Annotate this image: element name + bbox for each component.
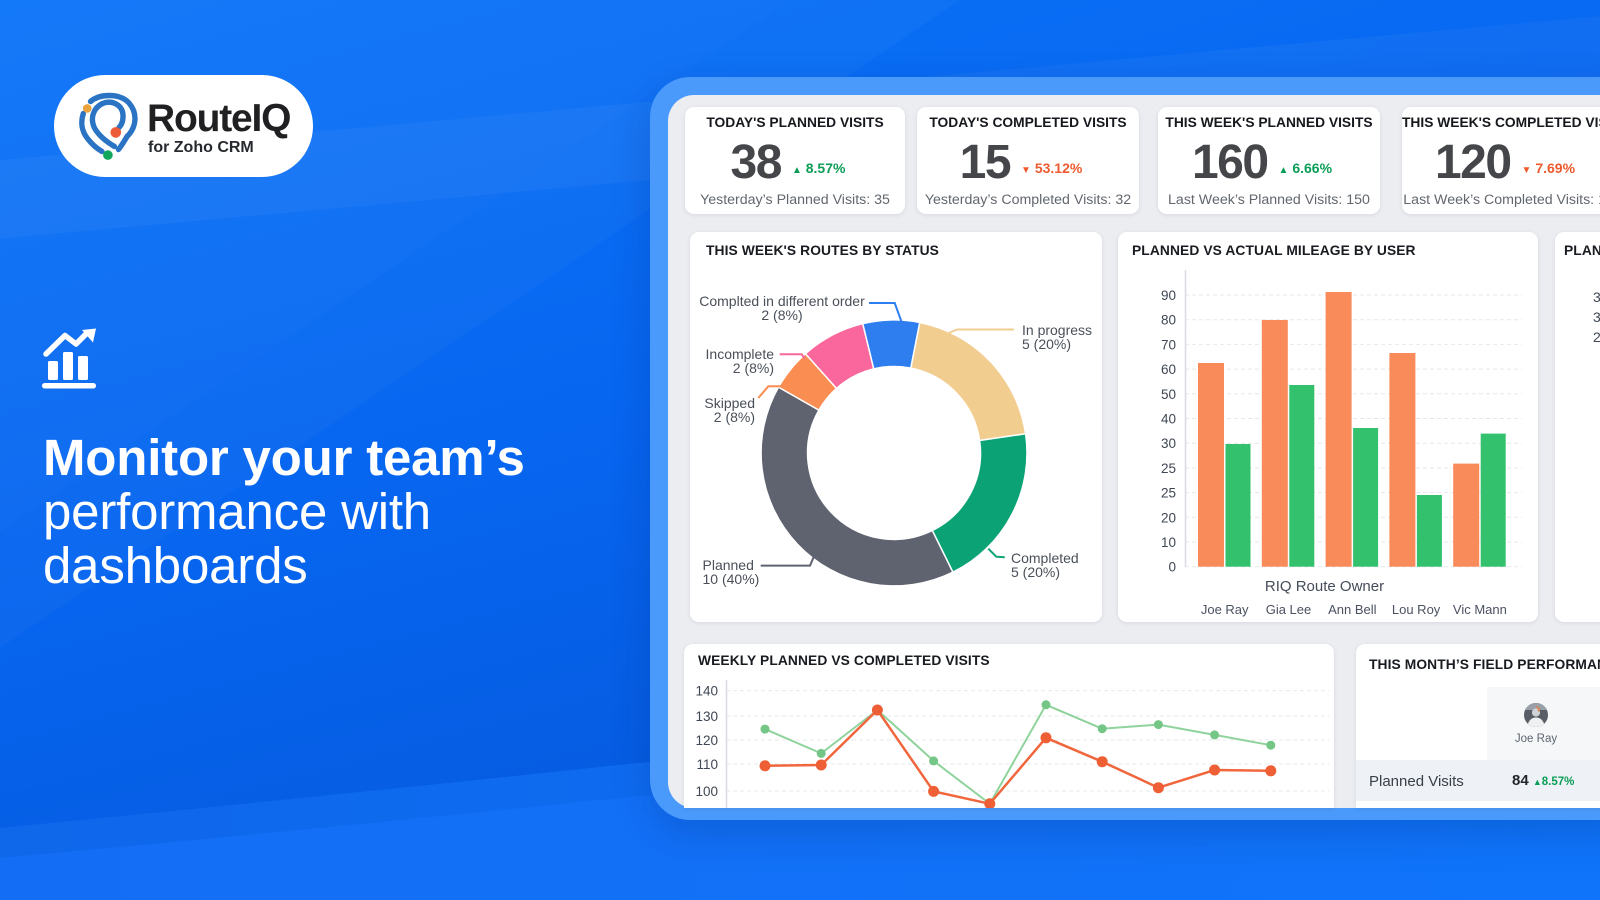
svg-text:70: 70	[1161, 337, 1176, 352]
svg-text:Lou Roy: Lou Roy	[1392, 602, 1441, 617]
svg-text:90: 90	[1161, 288, 1176, 303]
svg-text:80: 80	[1161, 313, 1176, 328]
svg-text:50: 50	[1161, 387, 1176, 402]
svg-text:Gia Lee: Gia Lee	[1266, 602, 1312, 617]
svg-text:RIQ Route Owner: RIQ Route Owner	[1265, 578, 1384, 595]
svg-text:130: 130	[695, 709, 718, 724]
svg-text:100: 100	[695, 784, 718, 799]
svg-text:40: 40	[1161, 412, 1176, 427]
svg-text:25: 25	[1161, 461, 1176, 476]
svg-text:60: 60	[1161, 362, 1176, 377]
svg-text:140: 140	[695, 684, 718, 699]
svg-text:20: 20	[1161, 510, 1176, 525]
svg-text:10: 10	[1161, 535, 1176, 550]
svg-text:110: 110	[696, 757, 718, 772]
svg-text:30: 30	[1161, 436, 1176, 451]
svg-text:Joe Ray: Joe Ray	[1201, 602, 1249, 617]
svg-text:Ann Bell: Ann Bell	[1328, 602, 1377, 617]
svg-text:Vic Mann: Vic Mann	[1453, 602, 1507, 617]
svg-text:120: 120	[695, 733, 718, 748]
svg-text:0: 0	[1168, 560, 1176, 575]
svg-text:25: 25	[1161, 486, 1176, 501]
